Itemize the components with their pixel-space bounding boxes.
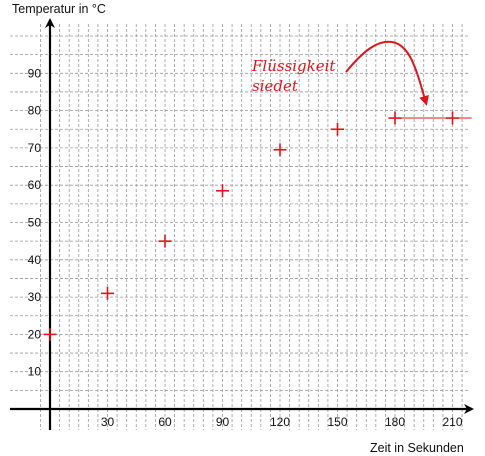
- data-points: [43, 111, 459, 341]
- y-tick-label: 90: [28, 66, 42, 80]
- y-tick-label: 80: [28, 104, 42, 118]
- x-tick-label: 60: [158, 415, 172, 429]
- x-axis-title: Zeit in Sekunden: [370, 441, 464, 455]
- x-tick-label: 180: [385, 415, 405, 429]
- data-point: [101, 286, 114, 300]
- x-tick-label: 120: [270, 415, 290, 429]
- data-point: [446, 111, 459, 125]
- data-point: [158, 234, 172, 248]
- annotation-line-1: Flüssigkeit: [251, 57, 336, 75]
- y-tick-label: 50: [28, 216, 42, 230]
- grid-lines: [10, 24, 470, 430]
- x-tick-label: 30: [101, 415, 115, 429]
- data-point: [331, 122, 344, 136]
- y-tick-label: 40: [28, 253, 42, 267]
- x-tick-label: 150: [327, 415, 347, 429]
- data-point: [388, 111, 402, 125]
- x-tick-label: 210: [442, 415, 462, 429]
- data-point: [216, 184, 229, 198]
- y-tick-label: 20: [28, 327, 42, 341]
- y-tick-label: 10: [28, 365, 42, 379]
- boiling-annotation: Flüssigkeit siedet: [251, 40, 429, 106]
- y-tick-label: 30: [28, 290, 42, 304]
- y-axis-title: Temperatur in °C: [12, 2, 106, 16]
- y-tick-label: 70: [28, 141, 42, 155]
- annotation-line-2: siedet: [252, 77, 299, 95]
- data-point: [43, 327, 57, 341]
- x-tick-label: 90: [216, 415, 230, 429]
- y-tick-label: 60: [28, 178, 42, 192]
- annotation-arrow: [345, 40, 429, 106]
- tick-labels: 10 20 30 40 50 60 70 80 90 30 60 90 120 150 180 210: [28, 66, 463, 429]
- data-point: [273, 143, 287, 157]
